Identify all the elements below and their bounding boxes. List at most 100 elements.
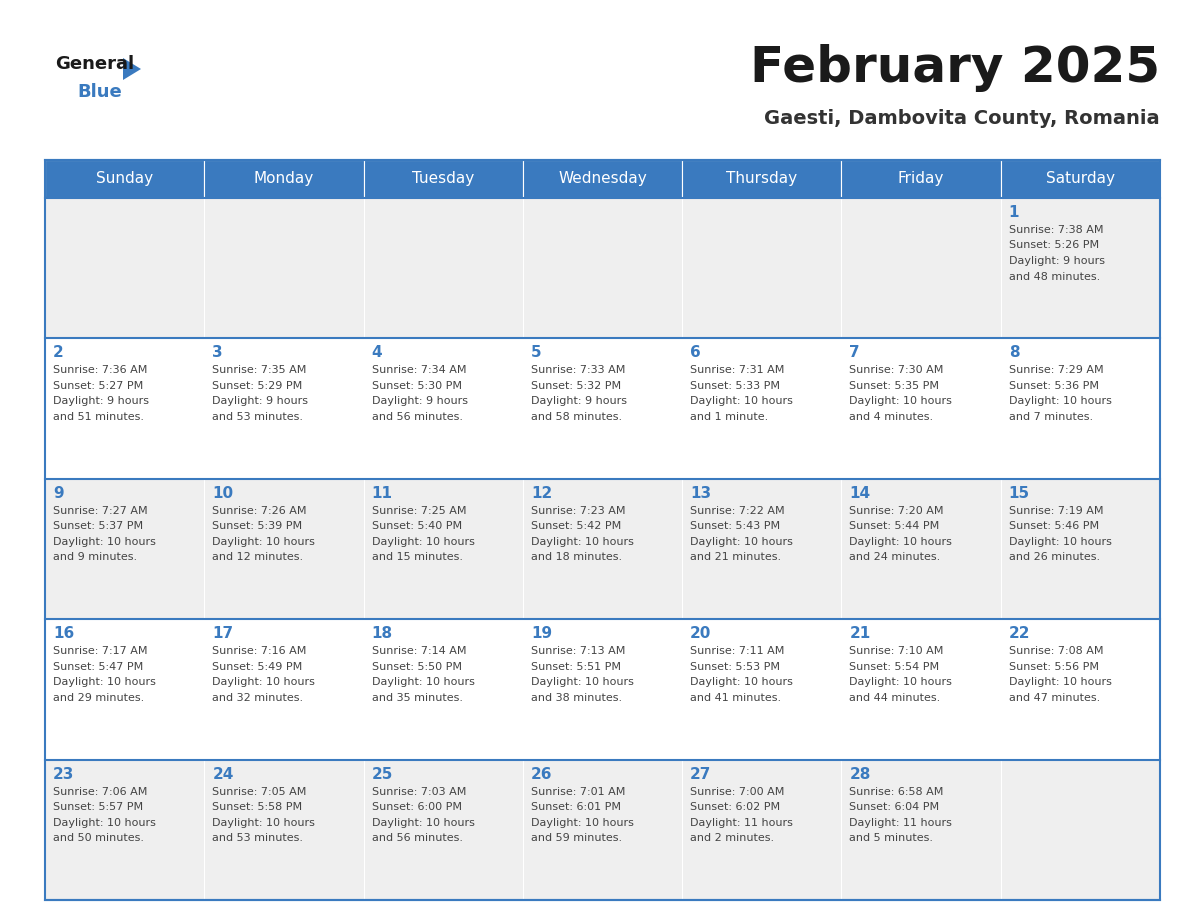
Text: February 2025: February 2025 xyxy=(750,44,1159,92)
Bar xyxy=(45,160,204,198)
Text: Sunrise: 7:25 AM: Sunrise: 7:25 AM xyxy=(372,506,466,516)
Text: 28: 28 xyxy=(849,767,871,781)
Text: Sunrise: 7:27 AM: Sunrise: 7:27 AM xyxy=(53,506,147,516)
Text: 17: 17 xyxy=(213,626,233,641)
Text: Sunset: 5:32 PM: Sunset: 5:32 PM xyxy=(531,381,621,391)
Text: Sunrise: 7:23 AM: Sunrise: 7:23 AM xyxy=(531,506,625,516)
Text: Sunrise: 7:17 AM: Sunrise: 7:17 AM xyxy=(53,646,147,656)
Text: Daylight: 9 hours: Daylight: 9 hours xyxy=(531,397,627,407)
Text: Sunrise: 7:22 AM: Sunrise: 7:22 AM xyxy=(690,506,785,516)
Bar xyxy=(682,620,841,759)
Bar xyxy=(364,479,523,620)
Bar xyxy=(1000,479,1159,620)
Text: Daylight: 10 hours: Daylight: 10 hours xyxy=(531,677,633,688)
Bar xyxy=(523,198,682,339)
Text: and 21 minutes.: and 21 minutes. xyxy=(690,553,782,563)
Text: and 9 minutes.: and 9 minutes. xyxy=(53,553,137,563)
Text: Friday: Friday xyxy=(898,172,944,186)
Text: and 38 minutes.: and 38 minutes. xyxy=(531,693,623,702)
Text: and 12 minutes.: and 12 minutes. xyxy=(213,553,303,563)
Bar xyxy=(364,759,523,900)
Text: and 56 minutes.: and 56 minutes. xyxy=(372,834,462,843)
Bar xyxy=(45,198,204,339)
Bar xyxy=(1000,160,1159,198)
Text: Sunset: 5:26 PM: Sunset: 5:26 PM xyxy=(1009,241,1099,251)
Bar xyxy=(841,620,1000,759)
Bar xyxy=(523,759,682,900)
Bar xyxy=(1000,759,1159,900)
Text: 16: 16 xyxy=(53,626,74,641)
Bar xyxy=(204,759,364,900)
Text: 6: 6 xyxy=(690,345,701,361)
Text: Daylight: 10 hours: Daylight: 10 hours xyxy=(53,818,156,828)
Text: Thursday: Thursday xyxy=(726,172,797,186)
Text: Sunset: 5:37 PM: Sunset: 5:37 PM xyxy=(53,521,143,532)
Text: Sunrise: 7:06 AM: Sunrise: 7:06 AM xyxy=(53,787,147,797)
Text: Sunrise: 7:14 AM: Sunrise: 7:14 AM xyxy=(372,646,466,656)
Text: Daylight: 10 hours: Daylight: 10 hours xyxy=(213,537,315,547)
Text: Sunset: 5:58 PM: Sunset: 5:58 PM xyxy=(213,802,303,812)
Text: 12: 12 xyxy=(531,486,552,501)
Text: and 48 minutes.: and 48 minutes. xyxy=(1009,272,1100,282)
Text: Daylight: 10 hours: Daylight: 10 hours xyxy=(372,537,474,547)
Text: and 58 minutes.: and 58 minutes. xyxy=(531,412,623,422)
Text: Sunrise: 7:33 AM: Sunrise: 7:33 AM xyxy=(531,365,625,375)
Text: and 24 minutes.: and 24 minutes. xyxy=(849,553,941,563)
Bar xyxy=(841,479,1000,620)
Text: 8: 8 xyxy=(1009,345,1019,361)
Text: 4: 4 xyxy=(372,345,383,361)
Text: 25: 25 xyxy=(372,767,393,781)
Text: Sunset: 5:57 PM: Sunset: 5:57 PM xyxy=(53,802,143,812)
Text: Sunset: 5:42 PM: Sunset: 5:42 PM xyxy=(531,521,621,532)
Text: Sunrise: 7:30 AM: Sunrise: 7:30 AM xyxy=(849,365,943,375)
Bar xyxy=(45,160,1159,900)
Text: Sunset: 5:30 PM: Sunset: 5:30 PM xyxy=(372,381,462,391)
Text: and 2 minutes.: and 2 minutes. xyxy=(690,834,775,843)
Text: Gaesti, Dambovita County, Romania: Gaesti, Dambovita County, Romania xyxy=(764,108,1159,128)
Text: Daylight: 9 hours: Daylight: 9 hours xyxy=(53,397,148,407)
Text: Daylight: 10 hours: Daylight: 10 hours xyxy=(53,537,156,547)
Text: Sunrise: 6:58 AM: Sunrise: 6:58 AM xyxy=(849,787,943,797)
Text: Saturday: Saturday xyxy=(1045,172,1114,186)
Text: and 56 minutes.: and 56 minutes. xyxy=(372,412,462,422)
Text: Sunrise: 7:13 AM: Sunrise: 7:13 AM xyxy=(531,646,625,656)
Text: Daylight: 11 hours: Daylight: 11 hours xyxy=(690,818,794,828)
Text: Sunrise: 7:00 AM: Sunrise: 7:00 AM xyxy=(690,787,784,797)
Bar xyxy=(841,160,1000,198)
Text: Sunrise: 7:29 AM: Sunrise: 7:29 AM xyxy=(1009,365,1104,375)
Text: Daylight: 10 hours: Daylight: 10 hours xyxy=(213,818,315,828)
Text: Sunset: 5:35 PM: Sunset: 5:35 PM xyxy=(849,381,940,391)
Text: Sunset: 6:00 PM: Sunset: 6:00 PM xyxy=(372,802,462,812)
Text: Sunset: 5:33 PM: Sunset: 5:33 PM xyxy=(690,381,781,391)
Text: Sunrise: 7:11 AM: Sunrise: 7:11 AM xyxy=(690,646,784,656)
Text: Sunrise: 7:38 AM: Sunrise: 7:38 AM xyxy=(1009,225,1104,235)
Text: Sunday: Sunday xyxy=(96,172,153,186)
Text: 5: 5 xyxy=(531,345,542,361)
Text: Sunrise: 7:16 AM: Sunrise: 7:16 AM xyxy=(213,646,307,656)
Text: 1: 1 xyxy=(1009,205,1019,220)
Text: and 51 minutes.: and 51 minutes. xyxy=(53,412,144,422)
Bar xyxy=(1000,198,1159,339)
Bar xyxy=(45,759,204,900)
Bar xyxy=(45,479,204,620)
Text: Daylight: 10 hours: Daylight: 10 hours xyxy=(1009,537,1112,547)
Text: Sunrise: 7:08 AM: Sunrise: 7:08 AM xyxy=(1009,646,1104,656)
Text: 18: 18 xyxy=(372,626,393,641)
Text: Daylight: 10 hours: Daylight: 10 hours xyxy=(372,677,474,688)
Bar xyxy=(45,339,204,479)
Text: Daylight: 10 hours: Daylight: 10 hours xyxy=(531,818,633,828)
Bar xyxy=(364,160,523,198)
Text: 27: 27 xyxy=(690,767,712,781)
Text: Sunset: 5:49 PM: Sunset: 5:49 PM xyxy=(213,662,303,672)
Text: Sunset: 6:04 PM: Sunset: 6:04 PM xyxy=(849,802,940,812)
Text: Sunset: 5:43 PM: Sunset: 5:43 PM xyxy=(690,521,781,532)
Bar xyxy=(682,759,841,900)
Text: Sunrise: 7:31 AM: Sunrise: 7:31 AM xyxy=(690,365,784,375)
Bar xyxy=(204,620,364,759)
Text: Sunrise: 7:35 AM: Sunrise: 7:35 AM xyxy=(213,365,307,375)
Text: Sunset: 5:29 PM: Sunset: 5:29 PM xyxy=(213,381,303,391)
Text: Monday: Monday xyxy=(254,172,314,186)
Bar xyxy=(1000,620,1159,759)
Bar xyxy=(523,620,682,759)
Text: General: General xyxy=(55,55,134,73)
